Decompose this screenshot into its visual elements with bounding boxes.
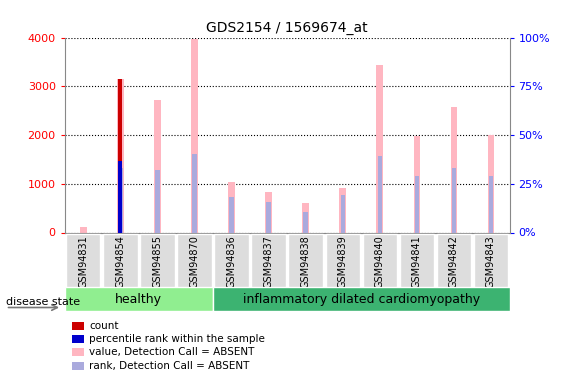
- Bar: [213, 287, 510, 311]
- Text: GSM94843: GSM94843: [486, 235, 496, 288]
- Text: GSM94842: GSM94842: [449, 235, 459, 288]
- Text: percentile rank within the sample: percentile rank within the sample: [89, 334, 265, 344]
- FancyBboxPatch shape: [288, 234, 323, 287]
- Bar: [450, 107, 457, 232]
- Text: GSM94840: GSM94840: [375, 235, 385, 288]
- Text: rank, Detection Call = ABSENT: rank, Detection Call = ABSENT: [89, 361, 249, 371]
- FancyBboxPatch shape: [437, 234, 471, 287]
- Bar: [488, 135, 494, 232]
- Bar: [228, 182, 235, 232]
- FancyBboxPatch shape: [363, 234, 397, 287]
- Text: GSM94841: GSM94841: [412, 235, 422, 288]
- Bar: [303, 211, 308, 232]
- Bar: [72, 348, 84, 356]
- Bar: [266, 202, 271, 232]
- Bar: [154, 100, 161, 232]
- Bar: [118, 168, 123, 232]
- Bar: [378, 156, 382, 232]
- FancyBboxPatch shape: [103, 234, 137, 287]
- Bar: [117, 79, 124, 232]
- FancyBboxPatch shape: [66, 234, 100, 287]
- Bar: [192, 154, 196, 232]
- FancyBboxPatch shape: [140, 234, 175, 287]
- Bar: [72, 335, 84, 343]
- Text: GSM94831: GSM94831: [78, 235, 88, 288]
- Text: GSM94870: GSM94870: [190, 235, 199, 288]
- Text: GSM94838: GSM94838: [301, 235, 311, 288]
- Text: GSM94837: GSM94837: [263, 235, 274, 288]
- Text: inflammatory dilated cardiomyopathy: inflammatory dilated cardiomyopathy: [243, 292, 480, 306]
- Bar: [118, 161, 122, 232]
- Bar: [65, 287, 213, 311]
- Text: GSM94855: GSM94855: [153, 235, 162, 288]
- Bar: [191, 39, 198, 232]
- Bar: [80, 226, 87, 232]
- Text: GSM94854: GSM94854: [115, 235, 126, 288]
- FancyBboxPatch shape: [177, 234, 212, 287]
- Text: disease state: disease state: [6, 297, 80, 307]
- FancyBboxPatch shape: [400, 234, 434, 287]
- Bar: [413, 136, 420, 232]
- Bar: [229, 197, 234, 232]
- Text: GSM94836: GSM94836: [226, 235, 236, 288]
- Bar: [341, 195, 345, 232]
- Bar: [155, 170, 160, 232]
- Bar: [302, 203, 309, 232]
- Bar: [72, 362, 84, 370]
- Text: count: count: [89, 321, 119, 331]
- Bar: [118, 79, 122, 232]
- FancyBboxPatch shape: [474, 234, 508, 287]
- Bar: [414, 176, 419, 232]
- FancyBboxPatch shape: [215, 234, 249, 287]
- Text: value, Detection Call = ABSENT: value, Detection Call = ABSENT: [89, 347, 254, 357]
- Bar: [339, 188, 346, 232]
- Bar: [452, 168, 456, 232]
- Text: healthy: healthy: [115, 292, 162, 306]
- Bar: [489, 176, 493, 232]
- Bar: [265, 192, 272, 232]
- Title: GDS2154 / 1569674_at: GDS2154 / 1569674_at: [206, 21, 368, 35]
- Bar: [377, 65, 383, 232]
- FancyBboxPatch shape: [252, 234, 286, 287]
- FancyBboxPatch shape: [325, 234, 360, 287]
- Text: GSM94839: GSM94839: [338, 235, 348, 288]
- Bar: [72, 322, 84, 330]
